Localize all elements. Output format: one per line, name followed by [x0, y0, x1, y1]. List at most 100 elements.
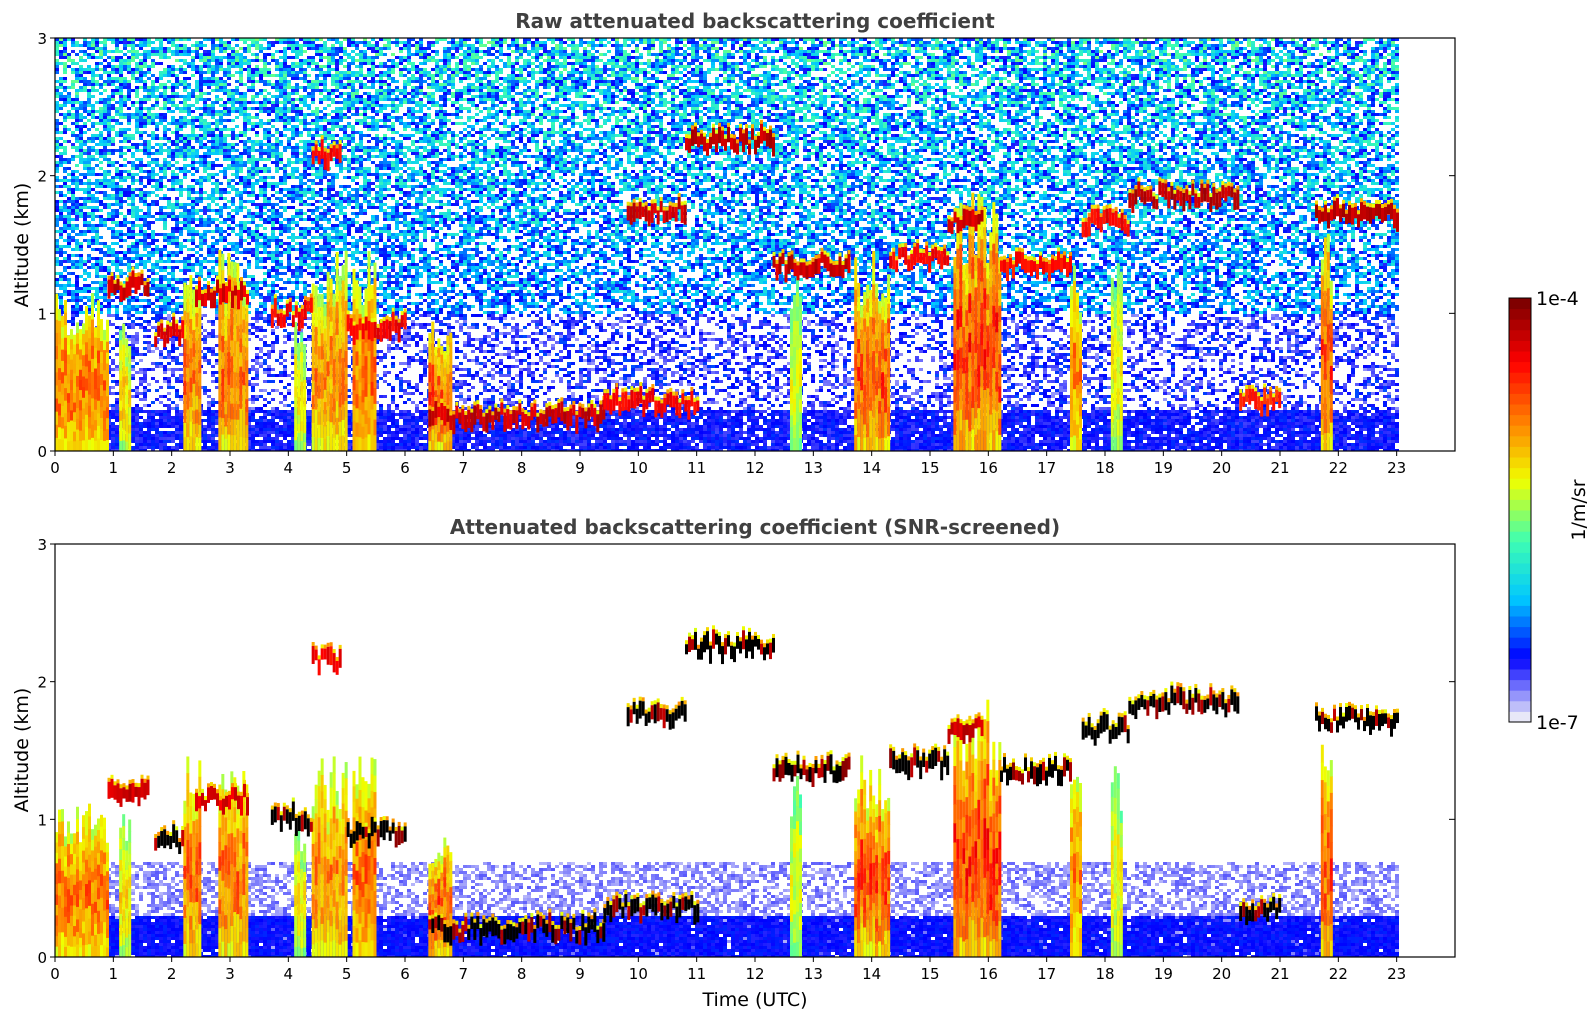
- background-cell: [187, 185, 191, 188]
- background-cell: [211, 146, 215, 149]
- background-cell: [115, 149, 119, 152]
- background-cell: [159, 233, 163, 236]
- background-cell: [123, 65, 127, 68]
- background-cell: [135, 251, 139, 254]
- background-cell: [227, 44, 231, 47]
- background-cell: [103, 224, 107, 227]
- background-cell: [279, 215, 283, 218]
- background-cell: [263, 329, 267, 332]
- background-cell: [283, 80, 287, 83]
- background-cell: [159, 257, 163, 260]
- background-cell: [179, 416, 183, 419]
- background-cell: [87, 170, 91, 173]
- background-cell: [271, 425, 275, 428]
- background-cell: [139, 410, 143, 413]
- background-cell: [279, 110, 283, 113]
- background-cell: [127, 269, 131, 272]
- background-cell: [91, 170, 95, 173]
- background-cell: [79, 233, 83, 236]
- background-cell: [179, 47, 183, 50]
- background-cell: [239, 98, 243, 101]
- background-cell: [143, 221, 147, 224]
- background-cell: [247, 122, 251, 125]
- background-cell: [199, 116, 203, 119]
- background-cell: [127, 116, 131, 119]
- background-cell: [271, 134, 275, 137]
- background-cell: [139, 257, 143, 260]
- background-cell: [203, 167, 207, 170]
- background-cell: [211, 197, 215, 200]
- background-cell: [151, 428, 155, 431]
- background-cell: [219, 170, 223, 173]
- background-cell: [107, 83, 111, 86]
- background-cell: [191, 263, 195, 266]
- background-cell: [235, 53, 239, 56]
- background-cell: [235, 191, 239, 194]
- background-cell: [167, 377, 171, 380]
- background-cell: [147, 170, 151, 173]
- background-cell: [71, 83, 75, 86]
- background-cell: [175, 236, 179, 239]
- background-cell: [99, 209, 103, 212]
- background-cell: [275, 95, 279, 98]
- background-cell: [191, 62, 195, 65]
- background-cell: [207, 176, 211, 179]
- background-cell: [235, 209, 239, 212]
- background-cell: [151, 161, 155, 164]
- background-cell: [59, 206, 63, 209]
- background-cell: [75, 311, 79, 314]
- background-cell: [235, 59, 239, 62]
- background-cell: [75, 128, 79, 131]
- background-cell: [103, 41, 107, 44]
- background-cell: [211, 437, 215, 440]
- background-cell: [179, 434, 183, 437]
- background-cell: [271, 251, 275, 254]
- background-cell: [171, 371, 175, 374]
- background-cell: [131, 290, 135, 293]
- background-cell: [87, 257, 91, 260]
- background-cell: [123, 221, 127, 224]
- background-cell: [227, 242, 231, 245]
- background-cell: [131, 389, 135, 392]
- background-cell: [135, 149, 139, 152]
- background-cell: [171, 122, 175, 125]
- background-cell: [211, 74, 215, 77]
- background-cell: [111, 236, 115, 239]
- background-cell: [71, 98, 75, 101]
- background-cell: [127, 323, 131, 326]
- background-cell: [111, 248, 115, 251]
- background-cell: [279, 305, 283, 308]
- background-cell: [63, 182, 67, 185]
- background-cell: [135, 158, 139, 161]
- background-cell: [267, 392, 271, 395]
- background-cell: [135, 212, 139, 215]
- background-cell: [119, 65, 123, 68]
- background-cell: [107, 314, 111, 317]
- background-cell: [115, 428, 119, 431]
- background-cell: [171, 344, 175, 347]
- background-cell: [119, 275, 123, 278]
- background-cell: [255, 101, 259, 104]
- background-cell: [175, 347, 179, 350]
- background-cell: [255, 260, 259, 263]
- background-cell: [191, 158, 195, 161]
- background-cell: [271, 446, 275, 449]
- background-cell: [191, 179, 195, 182]
- background-cell: [255, 158, 259, 161]
- background-cell: [67, 257, 71, 260]
- background-cell: [203, 434, 207, 437]
- background-cell: [87, 239, 91, 242]
- background-cell: [239, 101, 243, 104]
- background-cell: [275, 359, 279, 362]
- background-cell: [155, 173, 159, 176]
- background-cell: [283, 218, 287, 221]
- background-cell: [243, 146, 247, 149]
- background-cell: [135, 239, 139, 242]
- background-cell: [227, 227, 231, 230]
- background-cell: [67, 284, 71, 287]
- background-cell: [67, 59, 71, 62]
- background-cell: [167, 254, 171, 257]
- background-cell: [135, 101, 139, 104]
- background-cell: [91, 146, 95, 149]
- background-cell: [71, 68, 75, 71]
